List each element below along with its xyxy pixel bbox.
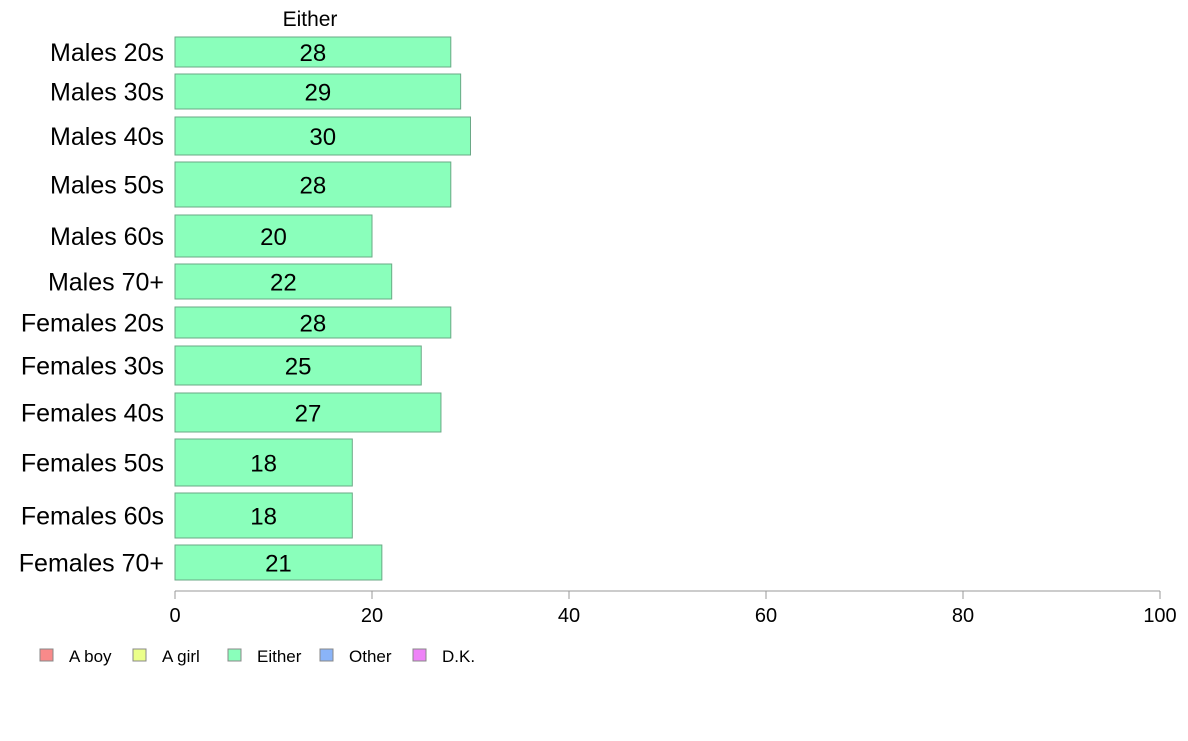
legend-label: D.K. xyxy=(442,647,475,666)
category-label: Females 50s xyxy=(21,450,164,478)
category-label: Females 20s xyxy=(21,310,164,338)
bar xyxy=(174,438,353,487)
value-label: 29 xyxy=(304,80,331,107)
bar xyxy=(174,306,452,339)
value-label: 18 xyxy=(250,451,277,478)
bar xyxy=(174,161,452,208)
value-label: 21 xyxy=(265,551,292,578)
bar-row: Females 70+ 21 xyxy=(19,544,383,581)
x-tick-label: 100 xyxy=(1143,605,1176,627)
value-label: 27 xyxy=(295,401,322,428)
bar xyxy=(174,36,452,68)
bar xyxy=(174,73,462,110)
bar-row: Males 40s 30 xyxy=(50,116,471,156)
legend-swatch xyxy=(132,648,147,662)
bar-row: Females 30s 25 xyxy=(21,345,422,386)
x-tick-label: 60 xyxy=(755,605,777,627)
category-label: Males 40s xyxy=(50,123,164,151)
category-label: Males 30s xyxy=(50,79,164,107)
value-label: 30 xyxy=(309,124,336,151)
category-label: Males 70+ xyxy=(48,269,164,297)
panel-title: Either xyxy=(283,8,338,31)
legend-swatch xyxy=(319,648,334,662)
bar-row: Females 60s 18 xyxy=(21,492,353,539)
legend-item: A girl xyxy=(132,647,200,666)
legend-swatch xyxy=(39,648,54,662)
bar-row: Males 60s 20 xyxy=(50,214,373,258)
x-tick-label: 0 xyxy=(169,605,180,627)
legend-item: Either xyxy=(227,647,302,666)
category-label: Females 40s xyxy=(21,400,164,428)
legend-label: A boy xyxy=(69,647,112,666)
x-tick-label: 20 xyxy=(361,605,383,627)
category-label: Females 30s xyxy=(21,353,164,381)
x-tick-label: 40 xyxy=(558,605,580,627)
legend-label: Either xyxy=(257,647,302,666)
bar-row: Females 40s 27 xyxy=(21,392,442,433)
category-label: Males 20s xyxy=(50,39,164,67)
legend-swatch xyxy=(412,648,427,662)
bar xyxy=(174,392,442,433)
bar-row: Females 20s 28 xyxy=(21,306,452,339)
value-label: 18 xyxy=(250,504,277,531)
bar xyxy=(174,116,471,156)
bar-row: Males 50s 28 xyxy=(50,161,452,208)
bar xyxy=(174,345,422,386)
bar xyxy=(174,492,353,539)
value-label: 22 xyxy=(270,270,297,297)
bar-row: Females 50s 18 xyxy=(21,438,353,487)
category-label: Males 60s xyxy=(50,223,164,251)
category-label: Females 60s xyxy=(21,503,164,531)
bar-row: Males 70+ 22 xyxy=(48,263,393,300)
legend-swatch xyxy=(227,648,242,662)
bar-row: Males 30s 29 xyxy=(50,73,462,110)
x-axis: 0 20 40 60 80 100 xyxy=(169,590,1177,627)
bar xyxy=(174,263,393,300)
legend: A boy A girl Either Other D.K. xyxy=(39,647,475,666)
legend-item: Other xyxy=(319,647,392,666)
legend-label: A girl xyxy=(162,647,200,666)
legend-item: A boy xyxy=(39,647,112,666)
value-label: 25 xyxy=(285,354,312,381)
bars-group: Males 20s 28 Males 30s 29 Males 40s 30 Males 5… xyxy=(19,36,471,581)
bar xyxy=(174,544,383,581)
legend-item: D.K. xyxy=(412,647,475,666)
value-label: 28 xyxy=(300,311,327,338)
legend-label: Other xyxy=(349,647,392,666)
value-label: 20 xyxy=(260,224,287,251)
category-label: Males 50s xyxy=(50,172,164,200)
value-label: 28 xyxy=(300,40,327,67)
bar xyxy=(174,214,373,258)
category-label: Females 70+ xyxy=(19,550,164,578)
x-tick-label: 80 xyxy=(952,605,974,627)
bar-row: Males 20s 28 xyxy=(50,36,452,68)
value-label: 28 xyxy=(300,173,327,200)
